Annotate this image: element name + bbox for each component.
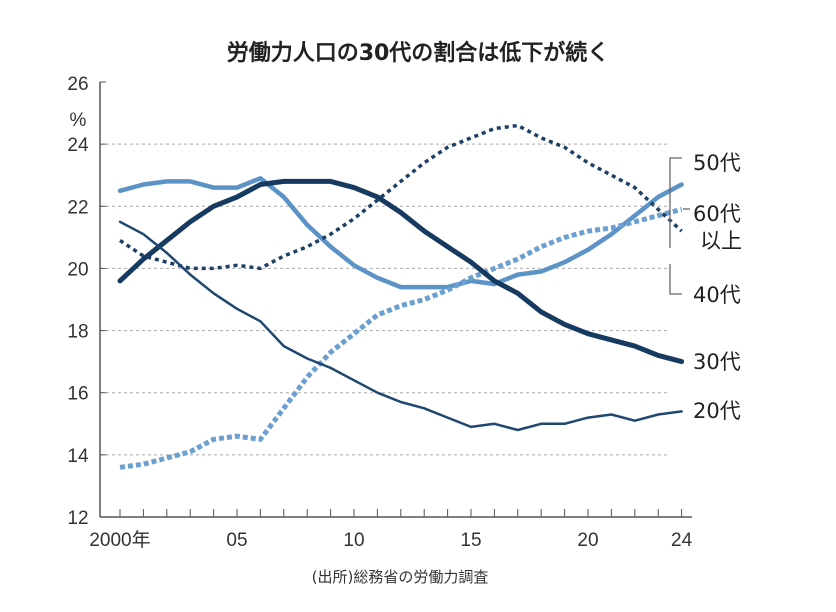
y-tick-label: 22	[67, 197, 88, 218]
x-tick-label: 24	[671, 530, 693, 551]
label-60s-over: 以上	[700, 229, 742, 253]
y-tick-label: 24	[67, 135, 89, 156]
y-tick-label: 20	[67, 259, 88, 280]
x-tick-label: 2000年	[89, 529, 150, 551]
x-tick-label: 10	[343, 530, 364, 551]
label-20s: 20代	[693, 399, 741, 423]
y-tick-label: 18	[67, 322, 88, 343]
label-30s: 30代	[693, 350, 741, 374]
series-line-60代以上	[119, 206, 683, 470]
legend-bracket	[669, 157, 682, 295]
y-tick-label: 12	[67, 508, 88, 529]
x-tick-label: 20	[577, 530, 598, 551]
series-line-40代	[119, 123, 683, 271]
label-60s: 60代	[693, 202, 741, 226]
x-tick-label: 05	[226, 530, 247, 551]
series-line-50代	[117, 176, 684, 290]
y-unit-label: %	[70, 110, 87, 131]
source-note: (出所)総務省の労働力調査	[312, 568, 489, 586]
label-40s: 40代	[693, 283, 741, 307]
y-tick-label: 26	[67, 74, 88, 95]
series-line-20代	[118, 220, 683, 432]
y-tick-label: 16	[67, 384, 88, 405]
label-50s: 50代	[693, 151, 741, 175]
series-line-30代	[117, 178, 685, 365]
x-tick-label: 15	[460, 530, 481, 551]
y-tick-label: 14	[67, 446, 89, 467]
chart-title: 労働力人口の30代の割合は低下が続く	[227, 40, 610, 66]
